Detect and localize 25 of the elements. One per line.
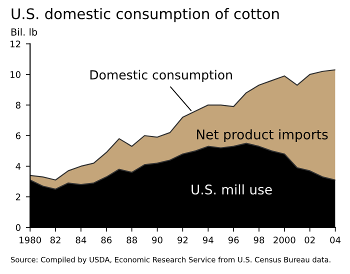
x-tick-label: 86 [101, 236, 112, 244]
x-tick-label: 2000 [274, 236, 296, 244]
y-tick-label: 0 [16, 224, 20, 231]
x-tick-label: 04 [330, 236, 341, 244]
chart-title: U.S. domestic consumption of cotton [12, 8, 279, 22]
x-tick-label: 94 [202, 236, 214, 244]
series-label: U.S. mill use [192, 184, 272, 195]
x-tick-label: 1980 [20, 236, 41, 244]
x-tick-label: 84 [76, 236, 86, 244]
x-tick-label: 02 [304, 236, 315, 244]
y-axis-title: Bil. lb [11, 28, 38, 36]
x-tick-label: 88 [126, 236, 137, 244]
x-tick-label: 82 [50, 236, 60, 244]
y-tick-label: 2 [16, 194, 20, 200]
x-tick-label: 90 [152, 236, 162, 244]
y-tick-label: 10 [10, 71, 20, 78]
y-tick-label: 4 [16, 163, 21, 170]
x-tick-label: 96 [228, 236, 239, 244]
x-tick-label: 92 [178, 236, 188, 244]
x-tick-label: 98 [254, 236, 264, 244]
series-label: Net product imports [196, 129, 328, 142]
annotation: Domestic consumption [90, 70, 232, 82]
y-tick-label: 12 [10, 40, 20, 48]
y-tick-label: 6 [16, 132, 21, 140]
y-tick-label: 8 [16, 102, 20, 109]
